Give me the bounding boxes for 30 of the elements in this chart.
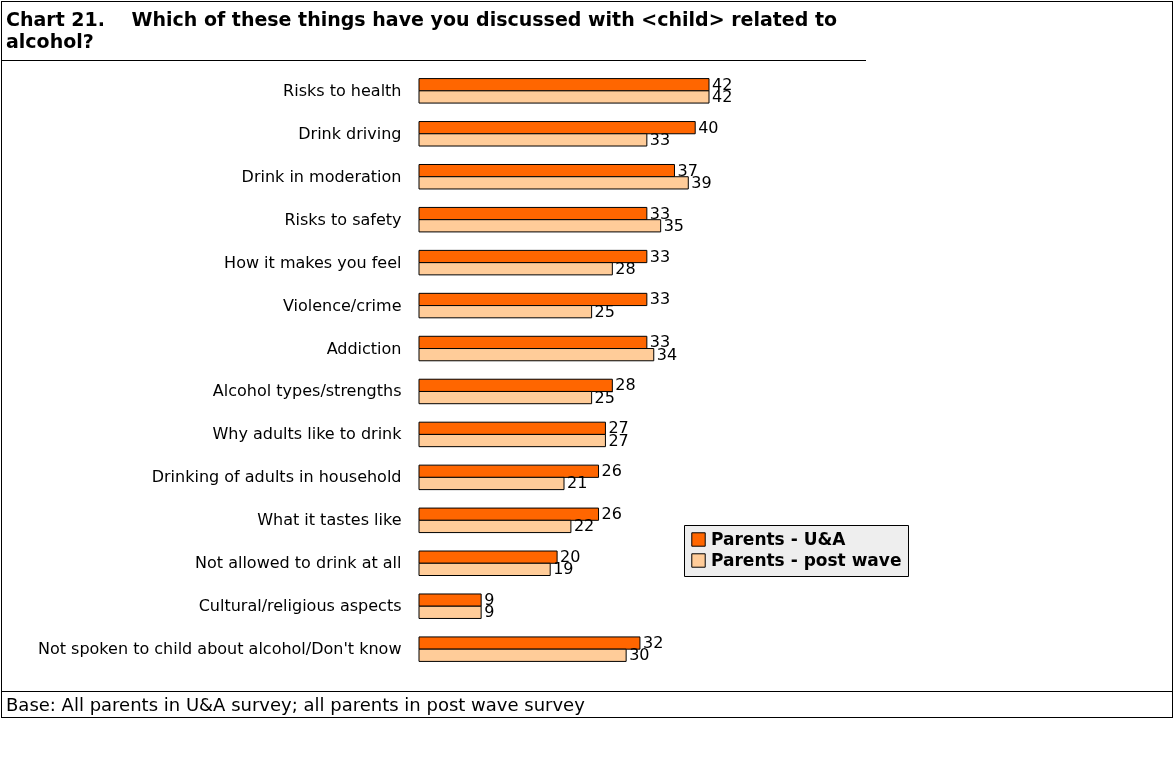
- y-tick-label: Risks to safety: [284, 209, 402, 229]
- data-label: 26: [601, 504, 622, 524]
- y-tick-label: Risks to health: [283, 80, 402, 100]
- data-label: 40: [698, 117, 719, 137]
- legend-label: Parents - post wave: [711, 549, 902, 570]
- y-tick-label: Cultural/religious aspects: [198, 596, 402, 616]
- y-tick-label: Drink in moderation: [241, 166, 402, 186]
- y-tick-label: Alcohol types/strengths: [212, 381, 402, 401]
- y-tick-label: Addiction: [326, 338, 402, 358]
- data-label: 33: [649, 246, 671, 266]
- data-label: 25: [594, 387, 615, 407]
- chart-title: Chart 21. Which of these things have you discussed with <child> related to alcohol?: [2, 2, 866, 61]
- data-label: 33: [649, 129, 671, 149]
- y-tick-label: Drinking of adults in household: [151, 467, 402, 487]
- data-label: 21: [567, 473, 588, 493]
- data-label: 25: [594, 301, 615, 321]
- y-tick-label: What it tastes like: [257, 510, 402, 530]
- data-label: 22: [573, 516, 595, 536]
- data-label: 28: [615, 258, 636, 278]
- data-label: 33: [649, 289, 671, 309]
- y-tick-label: Violence/crime: [282, 295, 402, 315]
- data-label: 28: [615, 375, 636, 395]
- legend-label: Parents - U&A: [711, 528, 847, 549]
- y-tick-label: How it makes you feel: [224, 252, 402, 272]
- y-tick-label: Not spoken to child about alcohol/Don't know: [37, 639, 402, 659]
- y-tick-label: Not allowed to drink at all: [195, 553, 402, 573]
- y-tick-label: Why adults like to drink: [212, 424, 403, 444]
- y-tick-label: Drink driving: [298, 123, 402, 143]
- text: Base: All parents in U&A survey; all parents in post wave survey: [2, 691, 1172, 717]
- data-label: 26: [601, 461, 622, 481]
